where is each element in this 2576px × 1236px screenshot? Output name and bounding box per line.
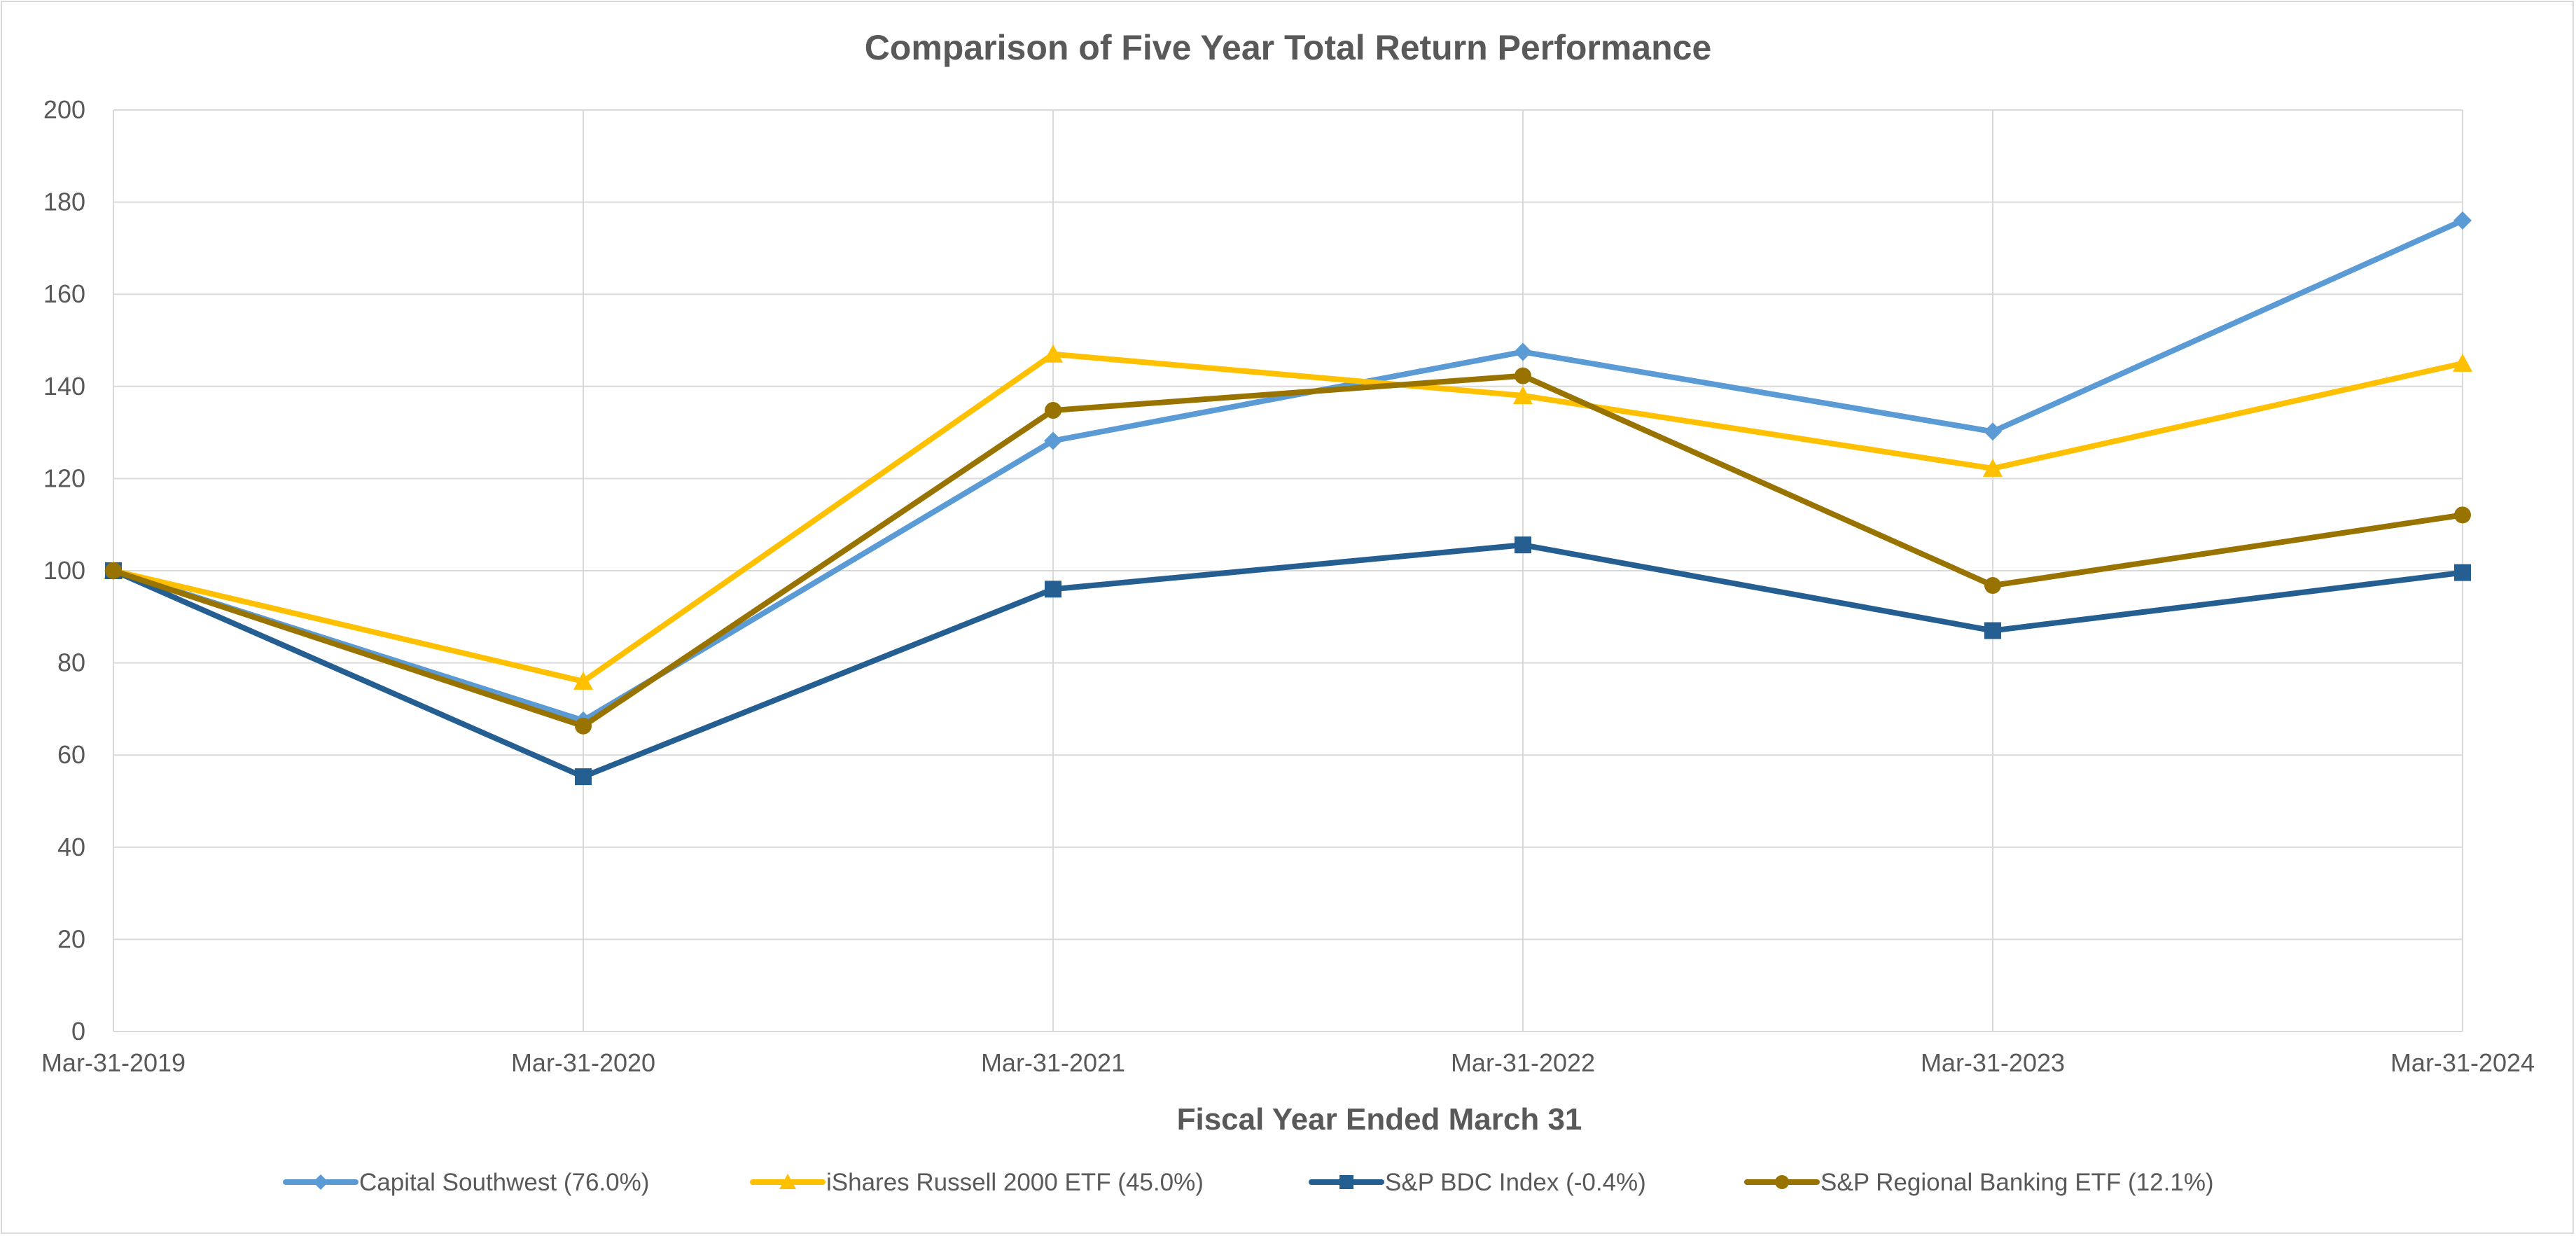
series-triangle-marker (1983, 458, 2003, 477)
legend-label: S&P BDC Index (-0.4%) (1385, 1169, 1646, 1196)
series-diamond-marker (313, 1174, 328, 1190)
series-circle-marker (1045, 402, 1061, 419)
y-tick-label: 80 (57, 648, 85, 677)
legend-item: S&P Regional Banking ETF (12.1%) (1744, 1169, 2214, 1196)
series-circle-marker (2454, 506, 2471, 524)
series-square-marker (1339, 1175, 1353, 1189)
series-triangle-marker (1043, 344, 1063, 363)
series-square-marker (1045, 581, 1061, 598)
series-triangle-marker (1513, 385, 1533, 404)
series-line (111, 373, 2465, 729)
series-group (105, 536, 2471, 786)
legend-label: Capital Southwest (76.0%) (359, 1169, 649, 1196)
legend-item: S&P BDC Index (-0.4%) (1309, 1169, 1646, 1196)
series-circle-marker (575, 717, 592, 735)
y-tick-label: 180 (43, 188, 85, 216)
x-axis-ticks: Mar-31-2019 Mar-31-2020 Mar-31-2021 Mar-31-… (41, 1048, 2535, 1077)
series-triangle-marker (573, 671, 593, 690)
y-tick-label: 140 (43, 372, 85, 401)
y-axis-ticks: 0 20 40 60 80 100 120 140 160 180 200 (43, 95, 85, 1046)
series-square-marker (2454, 564, 2471, 581)
legend-label: S&P Regional Banking ETF (12.1%) (1820, 1169, 2214, 1196)
series-square-marker (1984, 622, 2001, 639)
y-tick-label: 0 (71, 1017, 85, 1046)
x-tick-label: Mar-31-2023 (1921, 1048, 2065, 1077)
y-tick-label: 160 (43, 279, 85, 308)
series-line (111, 542, 2465, 780)
series-triangle-marker (2453, 353, 2472, 372)
chart-title: Comparison of Five Year Total Return Per… (865, 28, 1712, 67)
y-tick-label: 40 (57, 833, 85, 861)
y-tick-label: 20 (57, 924, 85, 953)
y-tick-label: 120 (43, 464, 85, 492)
legend-label: iShares Russell 2000 ETF (45.0%) (826, 1169, 1204, 1196)
legend: Capital Southwest (76.0%) iShares Russell… (283, 1169, 2214, 1196)
legend-item: iShares Russell 2000 ETF (45.0%) (750, 1169, 1204, 1196)
y-tick-label: 200 (43, 95, 85, 124)
series-circle-marker (1515, 367, 1531, 384)
x-tick-label: Mar-31-2024 (2390, 1048, 2535, 1077)
x-tick-label: Mar-31-2021 (981, 1048, 1125, 1077)
x-tick-label: Mar-31-2020 (511, 1048, 655, 1077)
x-tick-label: Mar-31-2022 (1451, 1048, 1595, 1077)
series-square-marker (1515, 536, 1531, 554)
series-diamond-marker (2453, 211, 2472, 230)
x-axis-title: Fiscal Year Ended March 31 (1177, 1102, 1582, 1137)
y-tick-label: 100 (43, 556, 85, 585)
series-circle-marker (105, 562, 122, 579)
series-diamond-marker (1514, 342, 1532, 361)
series-line (111, 351, 2465, 684)
series-group (105, 367, 2471, 735)
series-layer (104, 211, 2472, 786)
grid-layer (113, 109, 2463, 1032)
series-diamond-marker (1984, 422, 2002, 441)
series-diamond-marker (1044, 431, 1062, 450)
legend-item: Capital Southwest (76.0%) (283, 1169, 649, 1196)
series-circle-marker (1775, 1175, 1789, 1189)
y-tick-label: 60 (57, 740, 85, 769)
series-line (111, 217, 2465, 723)
series-triangle-marker (779, 1174, 796, 1189)
x-tick-label: Mar-31-2019 (41, 1048, 186, 1077)
series-square-marker (575, 768, 592, 786)
series-circle-marker (1984, 577, 2001, 595)
